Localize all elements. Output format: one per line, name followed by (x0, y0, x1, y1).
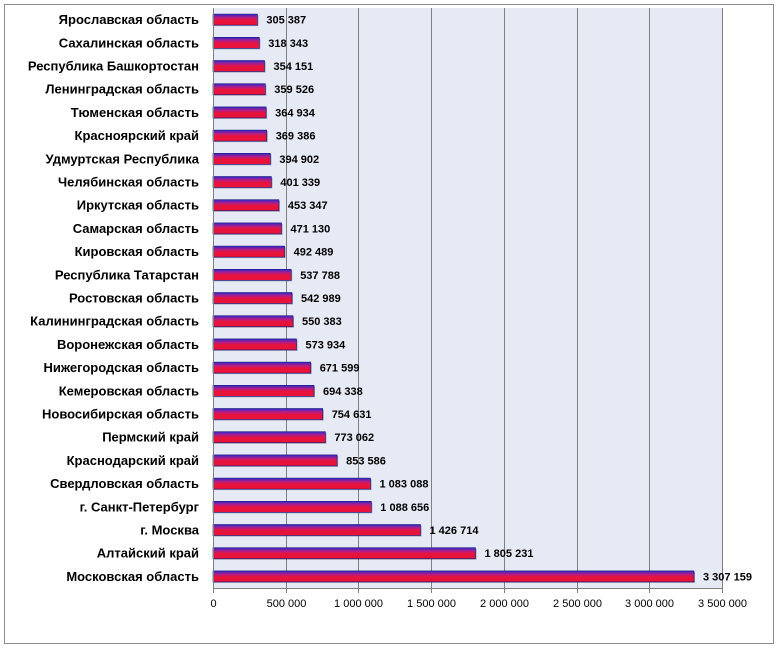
bar (212, 384, 315, 397)
category-label: Свердловская область (50, 476, 199, 491)
gridlines (286, 8, 723, 588)
data-label: 453 347 (288, 200, 328, 212)
x-tick-label: 0 (210, 598, 216, 610)
category-label: Тюменская область (71, 105, 199, 120)
category-label: Удмуртская Республика (45, 151, 199, 166)
category-label: Ленинградская область (45, 82, 199, 97)
data-label: 671 599 (320, 363, 360, 375)
data-label: 364 934 (275, 107, 316, 119)
data-label: 754 631 (332, 409, 372, 421)
bar (212, 500, 372, 513)
data-label: 359 526 (274, 84, 314, 96)
bars (212, 13, 695, 583)
x-tick-label: 500 000 (267, 598, 307, 610)
bar (212, 83, 266, 95)
category-label: Иркутская область (77, 198, 199, 213)
category-label: Краснодарский край (67, 453, 199, 468)
category-label: Сахалинская область (59, 35, 199, 50)
bar (212, 176, 272, 188)
plot-area (213, 8, 722, 588)
data-label: 1 083 088 (380, 479, 429, 491)
category-label: Самарская область (73, 221, 199, 236)
data-label: 369 386 (276, 131, 316, 143)
category-label: Алтайский край (97, 546, 199, 561)
data-label: 471 130 (291, 223, 331, 235)
category-label: Красноярский край (75, 128, 199, 143)
value-labels: 305 387 318 343 354 151 359 526 364 934 369 3… (266, 15, 752, 584)
category-label: Воронежская область (57, 337, 199, 352)
bar (212, 338, 297, 351)
x-tick-label: 1 000 000 (334, 598, 383, 610)
data-label: 394 902 (279, 154, 319, 166)
category-label: Новосибирская область (42, 407, 199, 422)
category-label: г. Санкт-Петербург (80, 499, 200, 514)
bar (212, 199, 280, 211)
x-tick-label: 3 500 000 (698, 598, 747, 610)
bar (212, 431, 326, 444)
x-tick-label: 3 000 000 (625, 598, 674, 610)
data-label: 694 338 (323, 386, 363, 398)
category-label: Республика Башкортостан (28, 59, 199, 74)
category-label: Нижегородская область (43, 360, 199, 375)
data-label: 3 307 159 (703, 571, 752, 583)
category-label: Ярославская область (59, 12, 199, 27)
bar (212, 524, 421, 536)
bar (212, 60, 265, 72)
x-tick-label: 2 000 000 (480, 598, 529, 610)
data-label: 354 151 (274, 61, 314, 73)
bar (212, 13, 258, 26)
category-label: Кировская область (75, 244, 199, 259)
category-label: Калининградская область (30, 314, 199, 329)
category-label: Пермский край (102, 430, 199, 445)
bar (212, 477, 371, 490)
category-label: Кемеровская область (59, 383, 199, 398)
category-label: Челябинская область (58, 175, 199, 190)
bar (212, 129, 268, 142)
axes (213, 8, 723, 593)
x-tick-label: 2 500 000 (553, 598, 602, 610)
bar (212, 153, 271, 165)
data-label: 401 339 (280, 177, 320, 189)
x-tick-label: 1 500 000 (407, 598, 456, 610)
bar (212, 292, 293, 304)
bar (212, 222, 282, 235)
category-label: Московская область (66, 569, 199, 584)
bar (212, 361, 311, 374)
bar (212, 570, 695, 583)
category-label: Ростовская область (69, 291, 199, 306)
data-label: 318 343 (268, 38, 308, 50)
bar (212, 547, 476, 560)
data-label: 542 989 (301, 293, 341, 305)
data-label: 573 934 (306, 339, 347, 351)
bar (212, 268, 292, 281)
category-label: Республика Татарстан (55, 267, 199, 282)
x-tick-labels: 0 500 000 1 000 000 1 500 000 2 000 000 2 500… (210, 598, 747, 610)
data-label: 1 088 656 (380, 502, 429, 514)
category-label: г. Москва (140, 523, 199, 538)
bar (212, 36, 260, 49)
data-label: 550 383 (302, 316, 342, 328)
data-label: 773 062 (334, 432, 374, 444)
data-label: 853 586 (346, 455, 386, 467)
data-label: 1 805 231 (485, 548, 534, 560)
bar (212, 245, 285, 258)
data-label: 492 489 (294, 247, 334, 259)
data-label: 537 788 (300, 270, 340, 282)
category-labels: Ярославская область Сахалинская область Ре… (28, 12, 200, 584)
bar (212, 454, 338, 467)
bar (212, 408, 323, 420)
bar (212, 315, 294, 328)
data-label: 305 387 (266, 15, 306, 27)
bar (212, 106, 267, 119)
data-label: 1 426 714 (430, 525, 480, 537)
